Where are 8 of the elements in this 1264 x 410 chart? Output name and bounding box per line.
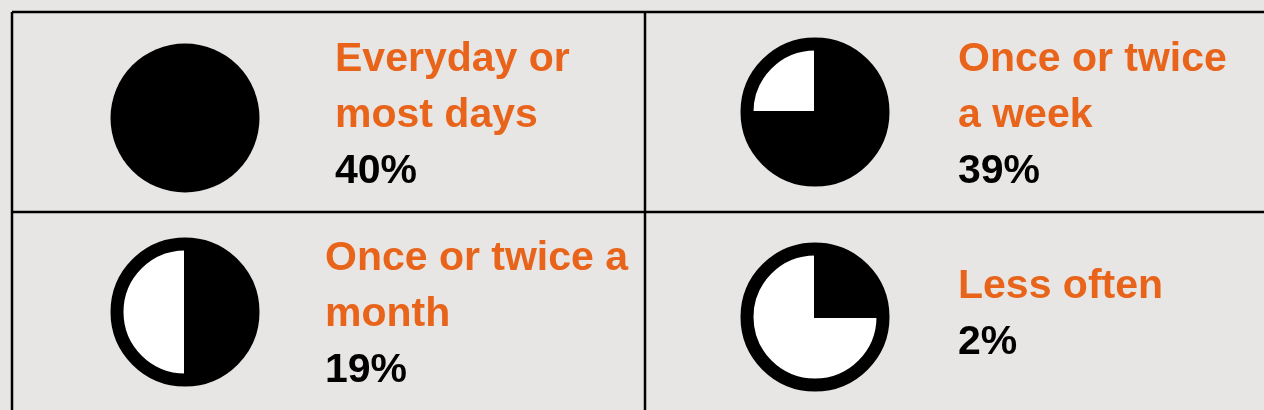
data-label: 19% bbox=[325, 344, 408, 391]
category-label: Less often bbox=[958, 260, 1164, 307]
data-label: 39% bbox=[958, 145, 1041, 192]
data-label: 40% bbox=[335, 145, 418, 192]
category-label: Everyday or most days bbox=[335, 33, 570, 136]
category-label: Once or twice a month bbox=[325, 232, 630, 335]
data-label: 2% bbox=[958, 316, 1018, 363]
category-label: Once or twice a week bbox=[958, 33, 1227, 136]
